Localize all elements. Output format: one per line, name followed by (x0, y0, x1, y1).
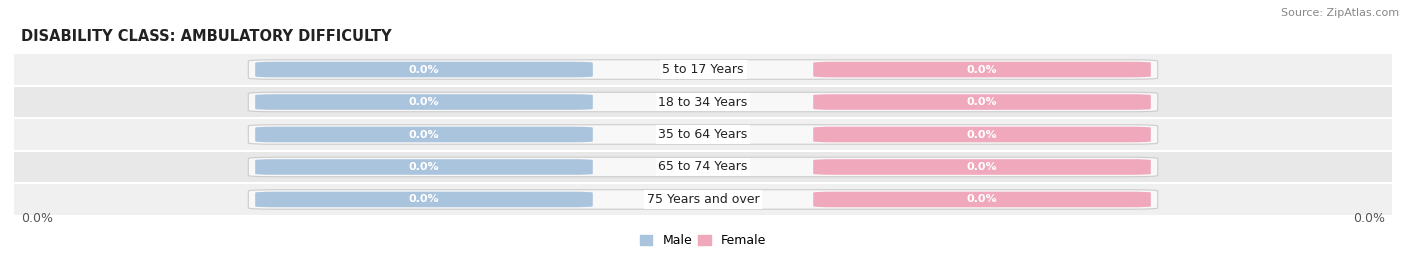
FancyBboxPatch shape (249, 125, 1157, 144)
Text: 0.0%: 0.0% (409, 129, 439, 140)
FancyBboxPatch shape (256, 62, 593, 77)
Text: 5 to 17 Years: 5 to 17 Years (662, 63, 744, 76)
Text: 0.0%: 0.0% (967, 129, 997, 140)
Text: DISABILITY CLASS: AMBULATORY DIFFICULTY: DISABILITY CLASS: AMBULATORY DIFFICULTY (21, 29, 392, 44)
Bar (14, 183, 1392, 216)
Text: 0.0%: 0.0% (967, 194, 997, 204)
Text: Source: ZipAtlas.com: Source: ZipAtlas.com (1281, 8, 1399, 18)
Text: 0.0%: 0.0% (21, 212, 53, 225)
Text: 0.0%: 0.0% (409, 65, 439, 75)
Text: 75 Years and over: 75 Years and over (647, 193, 759, 206)
Text: 0.0%: 0.0% (409, 97, 439, 107)
Bar (14, 151, 1392, 183)
FancyBboxPatch shape (813, 94, 1152, 110)
Text: 35 to 64 Years: 35 to 64 Years (658, 128, 748, 141)
Bar (14, 118, 1392, 151)
Text: 0.0%: 0.0% (967, 65, 997, 75)
Text: 0.0%: 0.0% (409, 194, 439, 204)
FancyBboxPatch shape (256, 127, 593, 142)
Bar (14, 86, 1392, 118)
FancyBboxPatch shape (249, 60, 1157, 79)
Text: 65 to 74 Years: 65 to 74 Years (658, 161, 748, 174)
FancyBboxPatch shape (249, 190, 1157, 209)
Text: 0.0%: 0.0% (409, 162, 439, 172)
FancyBboxPatch shape (256, 94, 593, 110)
FancyBboxPatch shape (256, 159, 593, 175)
Bar (14, 53, 1392, 86)
FancyBboxPatch shape (813, 159, 1152, 175)
FancyBboxPatch shape (813, 192, 1152, 207)
FancyBboxPatch shape (249, 157, 1157, 177)
Text: 0.0%: 0.0% (967, 162, 997, 172)
FancyBboxPatch shape (249, 92, 1157, 112)
Legend: Male, Female: Male, Female (636, 229, 770, 252)
FancyBboxPatch shape (256, 192, 593, 207)
Text: 0.0%: 0.0% (967, 97, 997, 107)
Text: 18 to 34 Years: 18 to 34 Years (658, 95, 748, 108)
FancyBboxPatch shape (813, 127, 1152, 142)
FancyBboxPatch shape (813, 62, 1152, 77)
Text: 0.0%: 0.0% (1353, 212, 1385, 225)
